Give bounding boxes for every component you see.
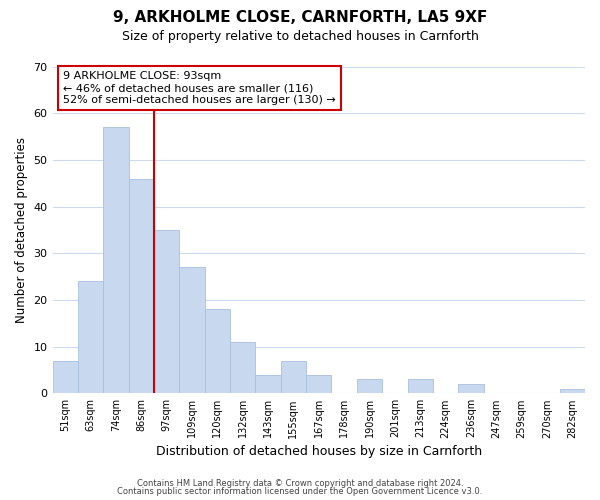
Bar <box>560 388 585 394</box>
Bar <box>128 178 154 394</box>
Text: 9, ARKHOLME CLOSE, CARNFORTH, LA5 9XF: 9, ARKHOLME CLOSE, CARNFORTH, LA5 9XF <box>113 10 487 25</box>
Bar <box>357 380 382 394</box>
Bar <box>407 380 433 394</box>
Bar <box>154 230 179 394</box>
Text: 9 ARKHOLME CLOSE: 93sqm
← 46% of detached houses are smaller (116)
52% of semi-d: 9 ARKHOLME CLOSE: 93sqm ← 46% of detache… <box>63 72 336 104</box>
Bar <box>256 374 281 394</box>
Bar <box>179 268 205 394</box>
Bar <box>78 282 103 394</box>
Bar <box>281 360 306 394</box>
Bar <box>306 374 331 394</box>
Text: Contains public sector information licensed under the Open Government Licence v3: Contains public sector information licen… <box>118 487 482 496</box>
Y-axis label: Number of detached properties: Number of detached properties <box>15 137 28 323</box>
Bar <box>53 360 78 394</box>
Bar <box>458 384 484 394</box>
X-axis label: Distribution of detached houses by size in Carnforth: Distribution of detached houses by size … <box>156 444 482 458</box>
Bar <box>205 310 230 394</box>
Text: Contains HM Land Registry data © Crown copyright and database right 2024.: Contains HM Land Registry data © Crown c… <box>137 478 463 488</box>
Bar <box>230 342 256 394</box>
Bar <box>103 127 128 394</box>
Text: Size of property relative to detached houses in Carnforth: Size of property relative to detached ho… <box>122 30 478 43</box>
